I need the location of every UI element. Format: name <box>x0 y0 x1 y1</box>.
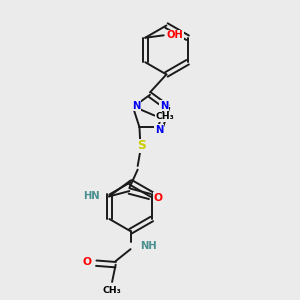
Text: CH₃: CH₃ <box>156 112 175 122</box>
Text: N: N <box>132 100 140 111</box>
Text: O: O <box>154 193 163 202</box>
Text: OH: OH <box>167 30 184 40</box>
Text: O: O <box>83 257 92 267</box>
Text: N: N <box>160 100 168 111</box>
Text: S: S <box>137 139 146 152</box>
Text: NH: NH <box>140 241 157 250</box>
Text: CH₃: CH₃ <box>103 286 122 295</box>
Text: HN: HN <box>83 191 100 201</box>
Text: N: N <box>155 124 163 135</box>
